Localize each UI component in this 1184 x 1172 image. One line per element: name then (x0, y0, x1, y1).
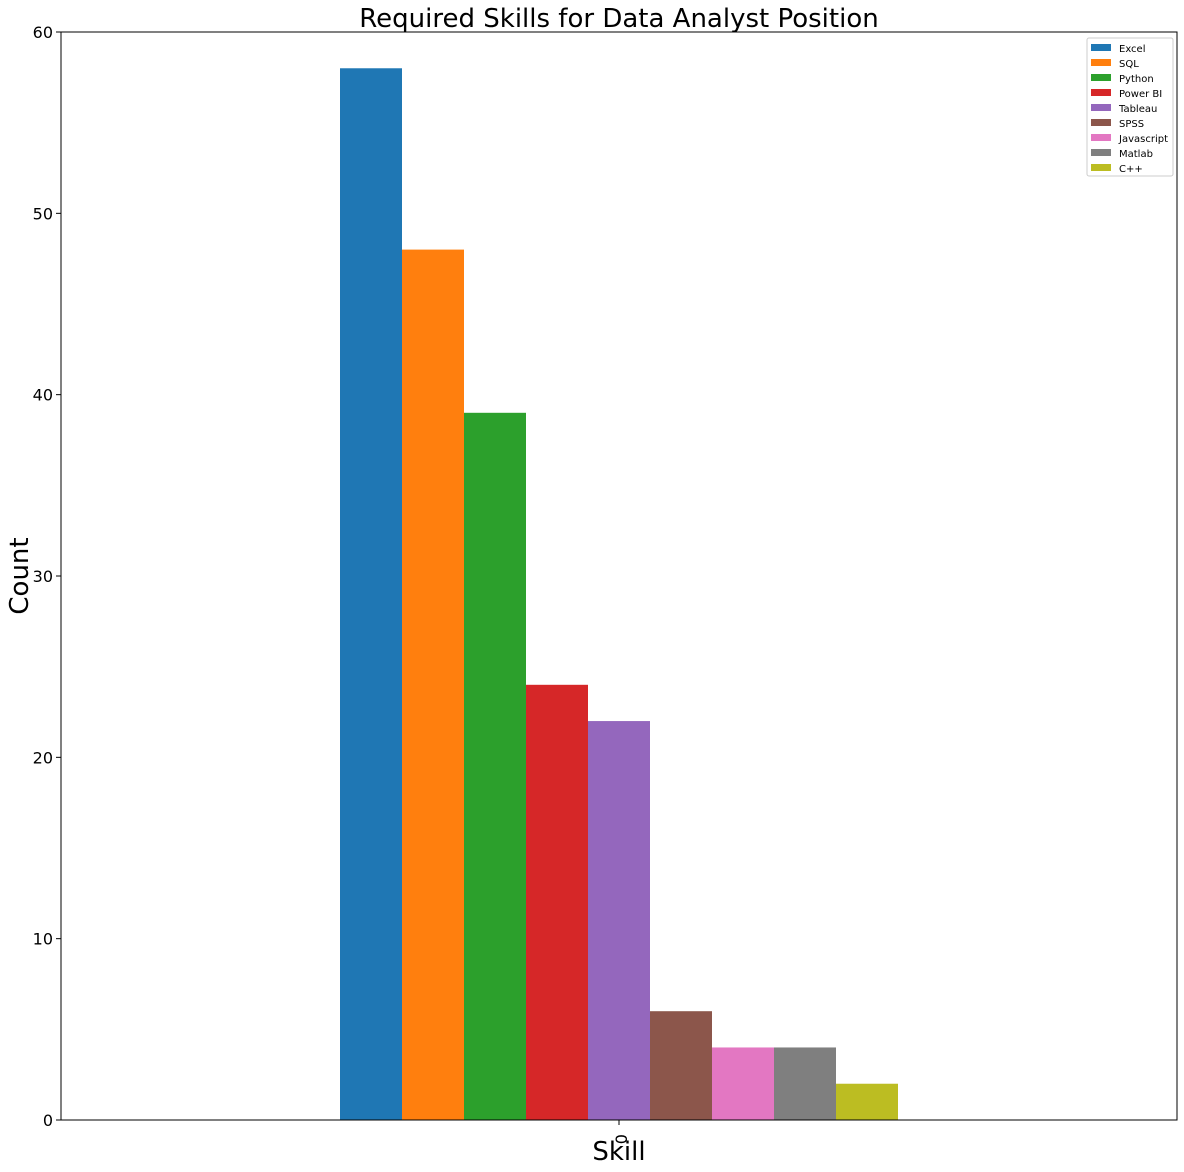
x-tick-label: 0 (612, 1134, 631, 1144)
legend-swatch (1091, 134, 1111, 141)
bars-group (340, 68, 898, 1121)
y-tick-label: 0 (43, 1111, 53, 1130)
legend-label: C++ (1119, 164, 1143, 175)
legend-swatch (1091, 104, 1111, 111)
x-axis-ticks: 0 (612, 1120, 631, 1144)
bar-javascript (712, 1047, 774, 1120)
bar-c- (836, 1083, 898, 1120)
bar-power-bi (526, 684, 588, 1120)
y-axis-label: Count (5, 537, 35, 614)
legend-swatch (1091, 59, 1111, 66)
legend: Excel SQL Python Power BI Tableau SPSS Javascr… (1086, 37, 1174, 177)
plot-frame (60, 31, 1178, 1121)
legend-label: Tableau (1118, 104, 1157, 115)
legend-label: Matlab (1119, 149, 1153, 160)
y-axis-ticks: 0 10 20 30 40 50 60 (33, 23, 61, 1130)
chart-title: Required Skills for Data Analyst Positio… (359, 4, 878, 34)
y-tick-label: 20 (33, 748, 53, 767)
legend-label: Power BI (1119, 89, 1162, 100)
bar-excel (340, 68, 402, 1120)
legend-swatch (1091, 74, 1111, 81)
bar-matlab (774, 1047, 836, 1120)
legend-frame (1086, 37, 1174, 177)
legend-swatch (1091, 89, 1111, 96)
legend-label: Python (1119, 74, 1154, 85)
legend-label: SQL (1119, 59, 1139, 70)
y-tick-label: 30 (33, 567, 53, 586)
legend-label: Javascript (1118, 134, 1168, 145)
legend-swatch (1091, 164, 1111, 171)
bar-tableau (588, 721, 650, 1120)
bar-spss (650, 1011, 712, 1120)
legend-swatch (1091, 44, 1111, 51)
bar-python (464, 412, 526, 1120)
y-tick-label: 60 (33, 23, 53, 42)
legend-label: SPSS (1119, 119, 1144, 130)
legend-swatch (1091, 119, 1111, 126)
y-tick-label: 40 (33, 386, 53, 405)
bar-sql (402, 249, 464, 1121)
y-tick-label: 50 (33, 204, 53, 223)
x-axis-label: Skill (592, 1137, 645, 1167)
legend-swatch (1091, 149, 1111, 156)
legend-label: Excel (1119, 44, 1146, 55)
y-tick-label: 10 (33, 930, 53, 949)
